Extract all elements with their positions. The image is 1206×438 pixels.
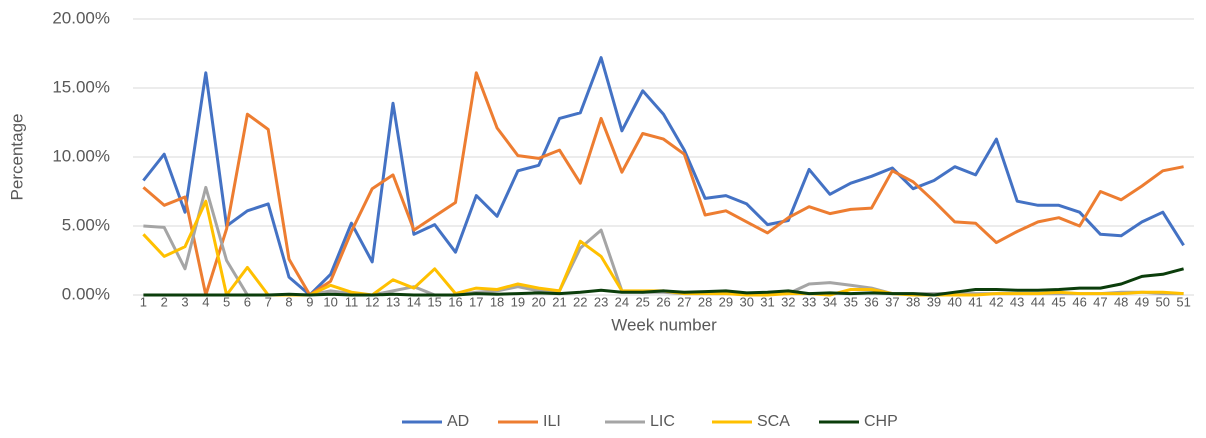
series-line [143,267,1184,297]
x-tick-label: 34 [823,294,837,309]
legend-label: ILI [543,413,561,430]
x-tick-label: 24 [615,294,629,309]
y-tick-label: 5.00% [62,215,110,234]
x-tick-label: 17 [469,294,483,309]
x-tick-label: 25 [635,294,649,309]
legend-label: AD [447,413,469,430]
x-tick-label: 30 [739,294,753,309]
series-line [142,56,1185,297]
x-tick-label: 7 [265,294,272,309]
series-line [142,199,1184,297]
x-tick-label: 47 [1093,294,1107,309]
x-tick-label: 8 [285,294,292,309]
x-tick-label: 41 [968,294,982,309]
x-tick-label: 27 [677,294,691,309]
x-tick-label: 29 [719,294,733,309]
x-tick-label: 28 [698,294,712,309]
x-tick-label: 45 [1052,294,1066,309]
x-tick-label: 36 [864,294,878,309]
x-tick-label: 1 [140,294,147,309]
legend-label: CHP [864,413,898,430]
legend-label: SCA [757,413,790,430]
y-tick-label: 20.00% [52,8,110,27]
x-tick-label: 18 [490,294,504,309]
x-tick-label: 51 [1176,294,1190,309]
x-tick-label: 40 [948,294,962,309]
x-tick-label: 35 [844,294,858,309]
x-tick-label: 49 [1135,294,1149,309]
x-tick-label: 48 [1114,294,1128,309]
x-tick-label: 15 [427,294,441,309]
x-tick-label: 22 [573,294,587,309]
x-tick-label: 16 [448,294,462,309]
x-tick-label: 31 [760,294,774,309]
x-tick-label: 44 [1031,294,1045,309]
x-tick-label: 43 [1010,294,1024,309]
x-tick-label: 10 [323,294,337,309]
x-tick-label: 19 [511,294,525,309]
y-tick-label: 0.00% [62,284,110,303]
y-axis-title: Percentage [7,114,26,201]
legend-label: LIC [650,413,675,430]
y-tick-label: 10.00% [52,146,110,165]
x-tick-label: 33 [802,294,816,309]
x-tick-label: 23 [594,294,608,309]
x-tick-label: 12 [365,294,379,309]
x-tick-label: 26 [656,294,670,309]
x-tick-label: 39 [927,294,941,309]
y-tick-label: 15.00% [52,77,110,96]
x-tick-label: 20 [531,294,545,309]
x-tick-label: 46 [1072,294,1086,309]
x-tick-label: 21 [552,294,566,309]
x-tick-label: 4 [202,294,209,309]
x-tick-label: 42 [989,294,1003,309]
x-tick-label: 50 [1156,294,1170,309]
x-tick-label: 3 [181,294,188,309]
x-tick-label: 11 [345,294,359,309]
x-tick-label: 32 [781,294,795,309]
x-tick-label: 38 [906,294,920,309]
x-tick-label: 14 [407,294,421,309]
x-tick-label: 13 [386,294,400,309]
x-tick-label: 6 [244,294,251,309]
x-tick-label: 37 [885,294,899,309]
x-axis-title: Week number [611,315,717,334]
series-line [142,71,1184,297]
x-tick-label: 2 [161,294,168,309]
x-tick-label: 9 [306,294,313,309]
x-tick-label: 5 [223,294,230,309]
